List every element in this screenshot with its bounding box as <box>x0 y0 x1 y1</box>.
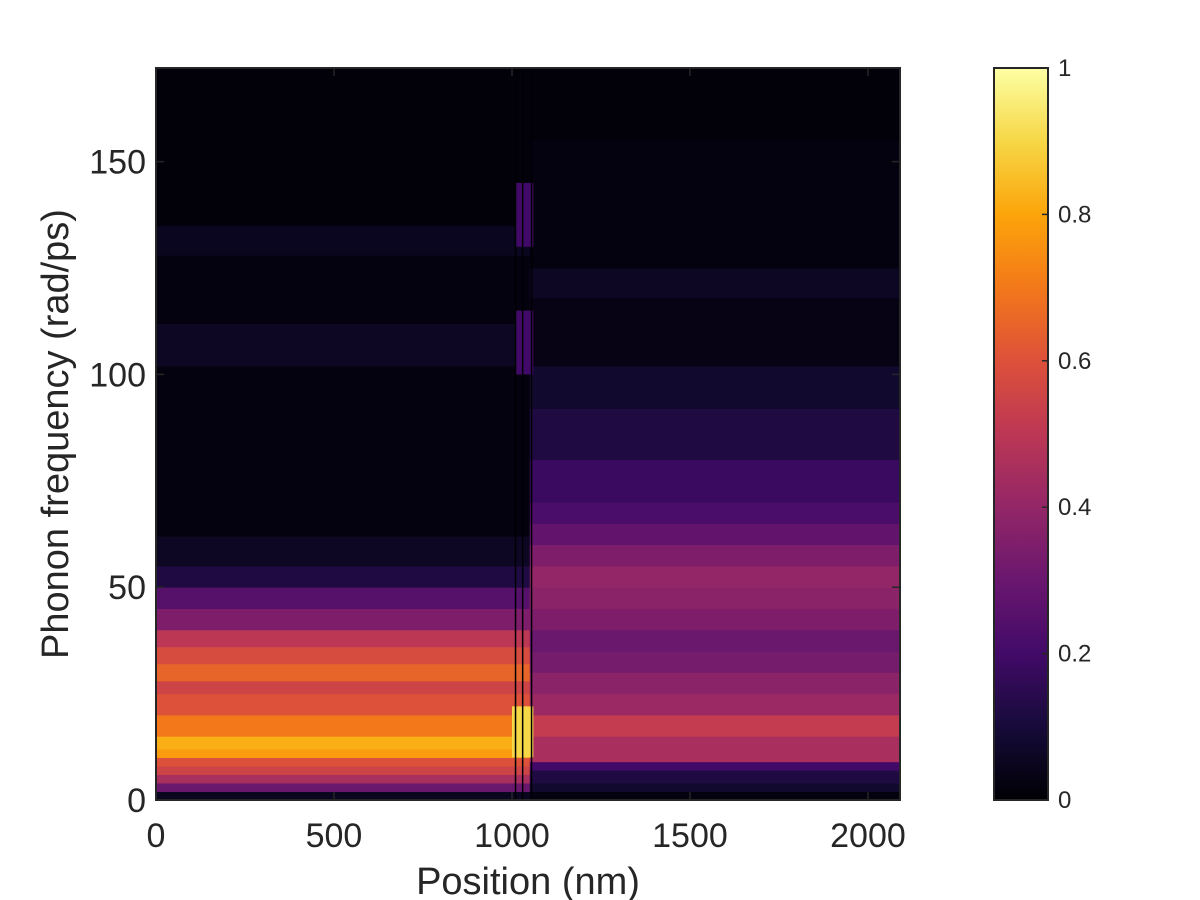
heatmap-band-region-2 <box>529 459 900 503</box>
y-axis-label: Phonon frequency (rad/ps) <box>35 209 77 659</box>
heatmap-band-region-2 <box>529 651 900 673</box>
heatmap-band-region-2 <box>529 365 900 409</box>
heatmap-band-region-2 <box>529 736 900 763</box>
x-tick-label: 1000 <box>474 817 550 855</box>
heatmap-band-region-2 <box>529 791 900 800</box>
heatmap-band-region-1 <box>156 323 531 367</box>
plot-frame <box>155 67 901 801</box>
colorbar-frame <box>993 67 1049 801</box>
heatmap-band-region-2 <box>529 544 900 567</box>
heatmap-band-region-1 <box>156 782 531 792</box>
heatmap-band-region-2 <box>529 140 900 269</box>
plot-area: 0 500 1000 1500 2000 0 50 100 150 <box>89 67 906 855</box>
y-tick-label: 100 <box>89 356 146 394</box>
heatmap-band-region-1 <box>156 365 531 537</box>
heatmap-band-region-2 <box>529 770 900 784</box>
heatmap-band-region-1 <box>156 587 531 609</box>
colorbar-tick-label: 0.4 <box>1058 494 1091 521</box>
heatmap-band-region-1 <box>156 714 531 737</box>
heatmap-band-region-1 <box>156 608 531 631</box>
colorbar: 0 0.2 0.4 0.6 0.8 1 <box>993 55 1091 814</box>
heatmap-band-region-2 <box>529 714 900 737</box>
heatmap-band-region-1 <box>156 774 531 784</box>
heatmap-band-region-2 <box>529 408 900 461</box>
colorbar-tick-label: 0.6 <box>1058 348 1091 375</box>
colorbar-tick-label: 0.8 <box>1058 201 1091 228</box>
colorbar-ticks: 0 0.2 0.4 0.6 0.8 1 <box>1042 55 1091 814</box>
heatmap-band-region-2 <box>529 761 900 771</box>
x-tick-label: 2000 <box>830 817 906 855</box>
x-tick-label: 0 <box>147 817 166 855</box>
heatmap-band-region-1 <box>156 765 531 775</box>
colorbar-tick-label: 1 <box>1058 55 1071 82</box>
x-axis-label: Position (nm) <box>416 861 640 900</box>
heatmap-band-region-2 <box>529 587 900 609</box>
heatmap-band-region-2 <box>529 608 900 631</box>
heatmap-band-region-2 <box>529 693 900 716</box>
heatmap-band-region-1 <box>156 748 531 758</box>
heatmap-band-region-2 <box>529 297 900 367</box>
y-tick-label: 150 <box>89 144 146 182</box>
heatmap-band-region-2 <box>529 502 900 524</box>
colorbar-fill <box>994 68 1048 800</box>
heatmap-band-region-2 <box>529 523 900 546</box>
heatmap-band-region-2 <box>529 68 900 141</box>
heatmap-band-region-1 <box>156 225 531 256</box>
heatmap-band-region-1 <box>156 663 531 682</box>
heatmap-band-region-1 <box>156 68 531 226</box>
heatmap-band-region-2 <box>529 565 900 588</box>
heatmap-band-region-1 <box>156 629 531 648</box>
heatmap-band-region-1 <box>156 565 531 588</box>
heatmap-band-region-2 <box>529 672 900 695</box>
interface-lines <box>514 68 533 800</box>
colorbar-tick-label: 0.2 <box>1058 641 1091 668</box>
interface-feature <box>515 310 534 375</box>
heatmap-band-region-2 <box>529 782 900 792</box>
heatmap-cells <box>156 68 900 800</box>
heatmap-band-region-1 <box>156 255 531 324</box>
colorbar-tick-label: 0 <box>1058 787 1071 814</box>
interface-feature <box>515 182 534 247</box>
x-axis-ticks: 0 500 1000 1500 2000 <box>147 68 906 855</box>
x-tick-label: 500 <box>306 817 363 855</box>
heatmap-band-region-1 <box>156 736 531 750</box>
heatmap-band-region-2 <box>529 629 900 652</box>
y-tick-label: 0 <box>127 782 146 820</box>
heatmap-band-region-2 <box>529 268 900 299</box>
heatmap-band-region-1 <box>156 536 531 567</box>
heatmap-band-region-1 <box>156 693 531 716</box>
heatmap-band-region-1 <box>156 791 531 800</box>
x-tick-label: 1500 <box>652 817 728 855</box>
heatmap-band-region-1 <box>156 646 531 665</box>
y-axis-ticks: 0 50 100 150 <box>89 144 900 820</box>
y-tick-label: 50 <box>108 569 146 607</box>
heatmap-band-region-1 <box>156 757 531 767</box>
heatmap-band-region-1 <box>156 680 531 695</box>
